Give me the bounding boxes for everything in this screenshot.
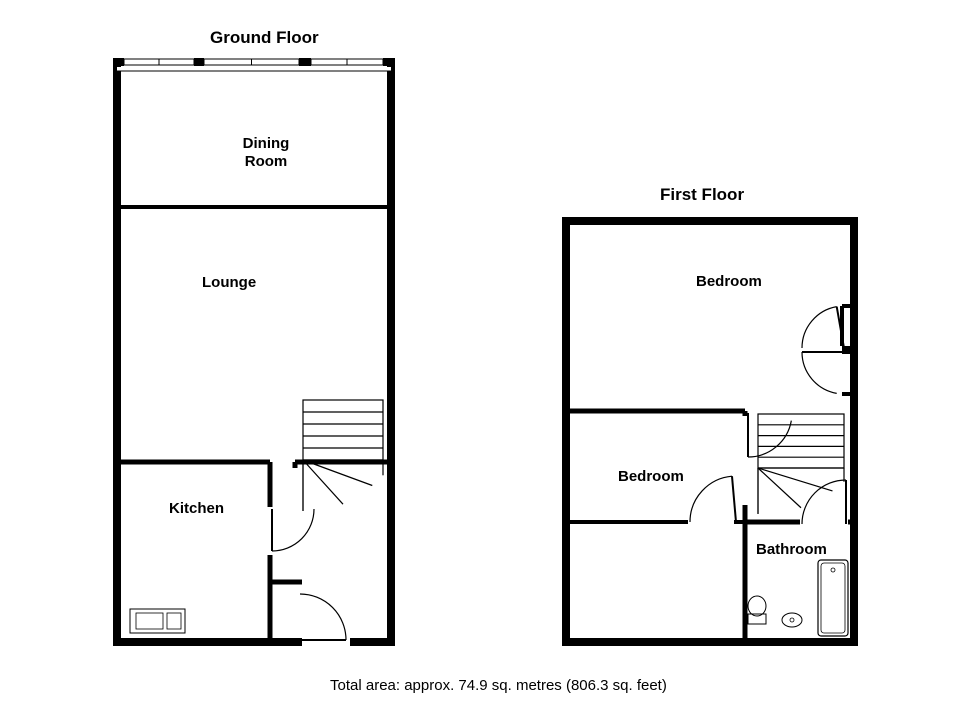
floorplan-drawing bbox=[0, 0, 980, 712]
